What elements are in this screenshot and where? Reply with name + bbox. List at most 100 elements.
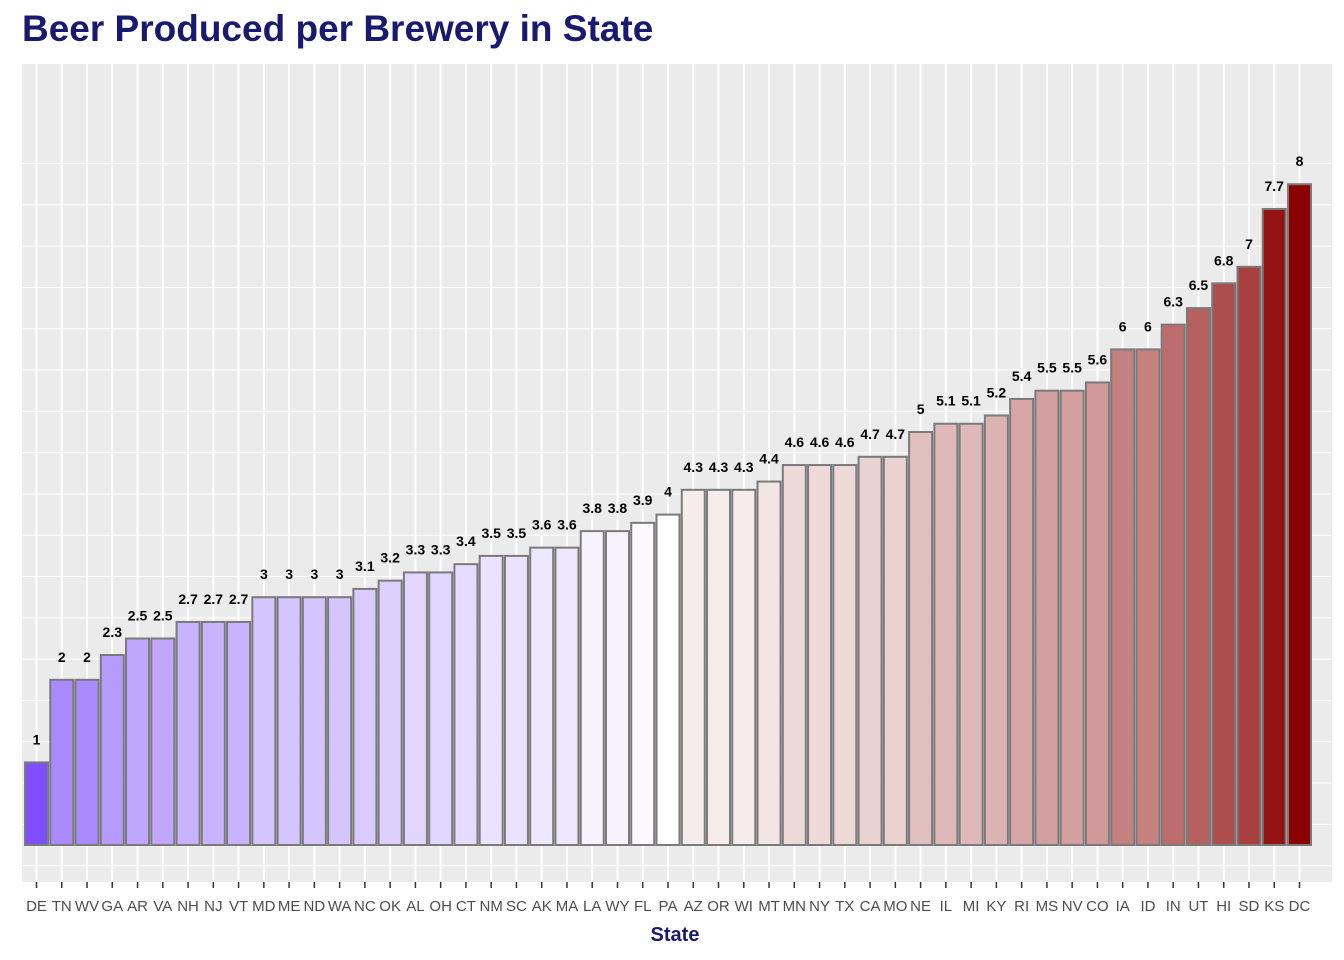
x-tick-label: VA [153,898,172,915]
bar-value-label: 3.6 [557,517,577,533]
x-axis-ticks: DE TN WV GA AR VA NH NJ VT MD ME ND WA NC OK AL OH CT NM SC… [26,882,1310,915]
bar-az [680,488,706,846]
bar-value-label: 4.3 [709,459,729,475]
bar-mn [781,464,807,846]
x-tick-label: NY [809,898,830,915]
bar-ga [99,654,125,847]
bar-sd [1236,265,1262,846]
bar-mi [958,422,984,846]
bar-sc [503,554,529,847]
bar-oh [428,571,454,846]
bar-value-label: 5.2 [987,384,1007,400]
x-tick-label: VT [229,898,248,915]
bar-value-label: 4.6 [810,434,830,450]
x-tick-label: GA [101,898,123,915]
x-tick-label: ID [1140,898,1155,915]
bar-nc [352,587,378,846]
bar-or [706,488,732,846]
x-tick-label: SC [506,898,527,915]
bar-ms [1034,389,1060,846]
bar-mt [756,480,782,846]
bar-value-label: 7 [1245,236,1253,252]
bar-il [933,422,959,846]
bar-value-label: 4.7 [860,426,880,442]
bar-value-label: 6.8 [1214,252,1234,268]
x-tick-label: MI [963,898,980,915]
bar-value-label: 3.6 [532,517,552,533]
bar-value-label: 3 [285,566,293,582]
bar-ma [554,546,580,846]
bar-value-label: 2.7 [178,591,198,607]
bar-value-label: 7.7 [1265,178,1285,194]
bar-value-label: 4.7 [886,426,906,442]
bar-id [1135,348,1161,846]
bar-ut [1185,307,1211,847]
x-tick-label: WV [75,898,99,915]
x-tick-label: TX [835,898,854,915]
x-tick-label: SD [1239,898,1260,915]
bar-ks [1261,207,1287,847]
bar-value-label: 4.6 [785,434,805,450]
bar-ny [807,464,833,846]
x-tick-label: AR [127,898,148,915]
x-tick-label: MN [783,898,806,915]
bar-value-label: 1 [33,731,41,747]
bar-in [1160,323,1186,846]
x-tick-label: OR [707,898,730,915]
bar-nv [1059,389,1085,846]
bar-al [402,571,428,846]
chart-title: Beer Produced per Brewery in State [22,8,654,49]
x-tick-label: NV [1062,898,1083,915]
bar-mo [882,455,908,846]
bar-value-label: 5 [917,401,925,417]
bar-value-label: 4.3 [734,459,754,475]
bar-co [1084,381,1110,846]
bar-ne [908,431,934,846]
bar-value-label: 3.8 [582,500,602,516]
x-tick-label: AK [532,898,552,915]
bar-value-label: 3.5 [481,525,501,541]
bar-value-label: 5.5 [1062,360,1082,376]
x-tick-label: WI [735,898,753,915]
bar-value-label: 5.1 [936,393,956,409]
x-tick-label: WY [605,898,629,915]
x-tick-label: NJ [204,898,222,915]
x-tick-label: DC [1289,898,1311,915]
x-tick-label: FL [634,898,652,915]
bar-value-label: 6 [1119,318,1127,334]
bar-va [150,637,176,846]
bar-tx [832,464,858,846]
x-tick-label: DE [26,898,47,915]
bar-value-label: 5.1 [961,393,981,409]
bar-value-label: 2.7 [229,591,249,607]
x-tick-label: WA [328,898,352,915]
x-tick-label: MO [883,898,907,915]
bar-ak [529,546,555,846]
bar-wa [327,596,353,847]
bar-dc [1287,183,1312,846]
x-tick-label: CT [456,898,476,915]
bar-value-label: 8 [1296,153,1304,169]
bar-ar [125,637,151,846]
bar-wy [604,530,630,846]
x-tick-label: TN [52,898,72,915]
bar-nj [200,620,226,846]
bar-me [276,596,302,847]
x-tick-label: AL [406,898,424,915]
x-tick-label: OK [379,898,401,915]
x-tick-label: UT [1188,898,1208,915]
x-tick-label: MS [1036,898,1059,915]
bar-value-label: 3.4 [456,533,476,549]
bar-ct [453,563,479,846]
bar-value-label: 3.8 [608,500,628,516]
bars [24,183,1312,847]
bar-de [24,761,49,847]
x-tick-label: NC [354,898,376,915]
bar-value-label: 4.6 [835,434,855,450]
bar-ca [857,455,883,846]
bar-pa [655,513,681,846]
x-tick-label: AZ [684,898,703,915]
bar-nd [301,596,327,847]
bar-ia [1110,348,1136,846]
